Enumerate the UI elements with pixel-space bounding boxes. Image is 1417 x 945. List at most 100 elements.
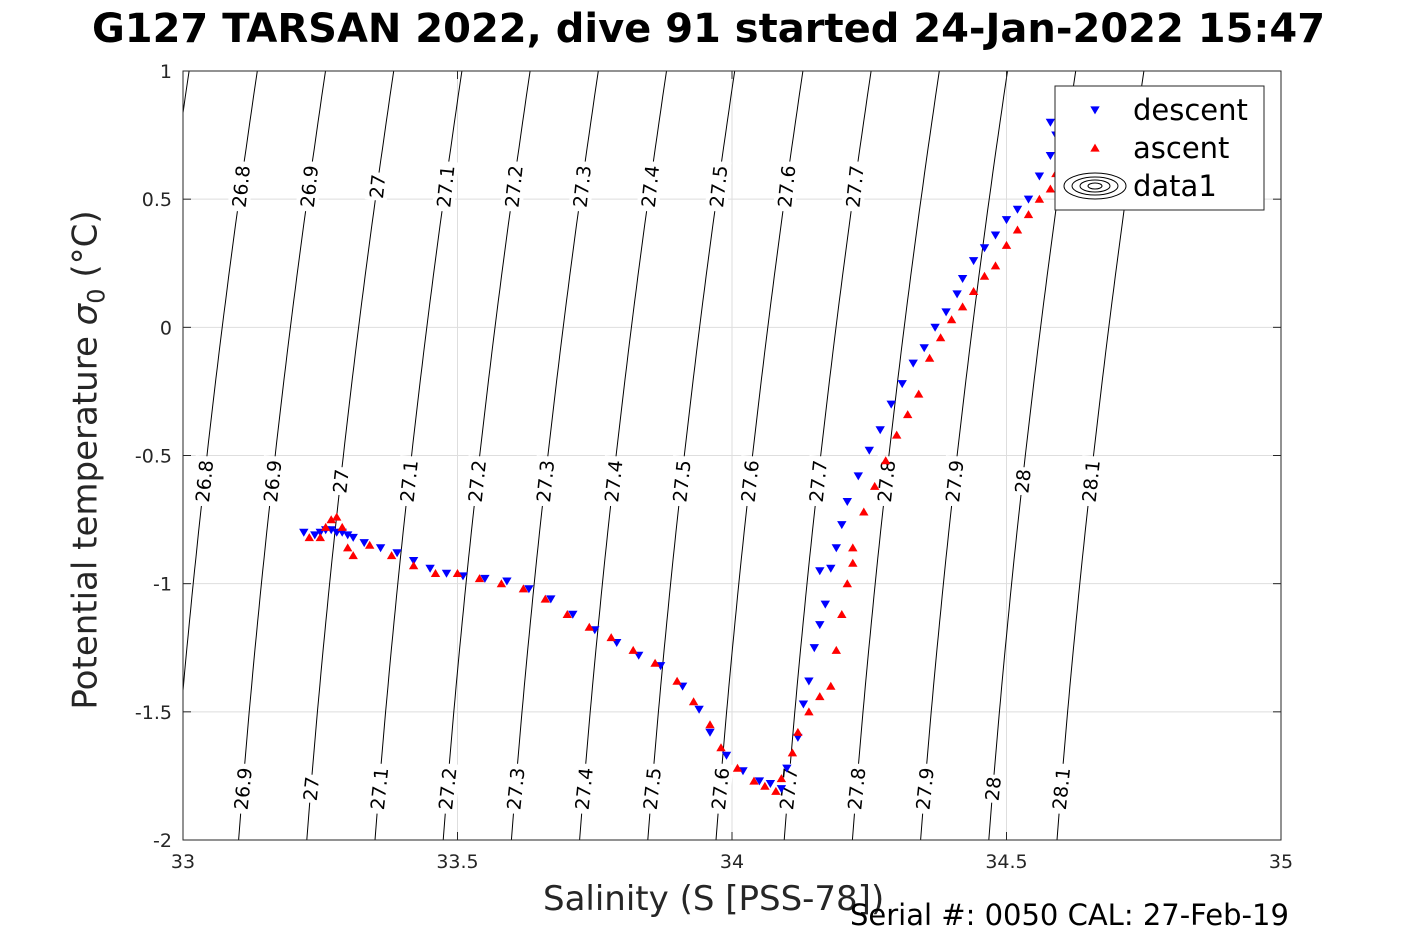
ascent-point <box>903 410 913 419</box>
contour-label: 26.8 <box>227 160 255 213</box>
ascent-point <box>672 676 682 685</box>
contour-label: 27.5 <box>667 455 696 508</box>
ascent-point <box>348 551 358 560</box>
contour-label-bg <box>364 171 390 202</box>
contour-label-bg <box>980 773 1006 804</box>
contour-label: 27.3 <box>568 160 596 213</box>
descent-point <box>392 549 402 558</box>
contour-label-bg <box>872 455 900 508</box>
contour-label-bg <box>365 762 393 815</box>
contour-label-text: 27.3 <box>533 459 559 503</box>
contour-label-bg <box>258 455 286 508</box>
contour-label-text: 27.8 <box>874 459 900 503</box>
contour-label-text: 27.5 <box>706 164 732 208</box>
legend-label-data1: data1 <box>1133 169 1217 203</box>
ascent-point <box>386 551 397 560</box>
ascent-point <box>474 574 485 583</box>
ascent-point <box>924 353 935 362</box>
y-axis-label: Potential temperature σ0 (°C) <box>65 210 111 710</box>
descent-point <box>694 705 704 714</box>
contour-label: 27.7 <box>804 455 832 508</box>
ascent-point <box>343 543 353 552</box>
ascent-point <box>842 579 852 588</box>
legend[interactable]: descent ascent data1 <box>1054 85 1265 211</box>
contour-label-bg <box>638 762 666 815</box>
contour-label: 27.8 <box>872 455 900 508</box>
legend-contour-ring <box>1071 176 1119 196</box>
contour-label-text: 27.1 <box>433 164 459 208</box>
contour-labels: 26.9 27 27.1 27.2 27.3 27.4 27.5 27.6 27.7 27.8 27… <box>190 160 1105 815</box>
descent-point <box>875 426 885 435</box>
descent-point <box>782 764 792 773</box>
ascent-point <box>990 261 1001 270</box>
ascent-point <box>332 512 342 521</box>
ascent-point <box>979 271 990 280</box>
contour-label-bg <box>395 455 423 508</box>
ascent-point <box>831 645 841 654</box>
ascent-point <box>946 315 957 324</box>
contour-label: 27.9 <box>911 762 939 815</box>
contour-label-text: 27.1 <box>367 767 393 811</box>
ascent-point <box>321 522 331 531</box>
legend-label-descent: descent <box>1133 93 1248 127</box>
descent-point <box>408 557 419 565</box>
ascent-point <box>606 633 616 642</box>
contour-label-bg <box>227 160 255 213</box>
descent-point <box>502 577 512 586</box>
ascent-point <box>540 594 550 603</box>
data-points <box>299 118 1067 795</box>
y-tick-label: -0.5 <box>135 446 172 468</box>
legend-marker-ascent <box>1090 143 1100 152</box>
contour-label: 27.8 <box>842 762 871 815</box>
ascent-point <box>859 507 869 516</box>
ascent-point <box>749 776 759 785</box>
ascent-point <box>935 333 946 342</box>
descent-point <box>425 564 435 573</box>
descent-point <box>524 585 534 594</box>
descent-point <box>815 567 825 576</box>
contour-label-text: 26.8 <box>229 164 255 208</box>
descent-point <box>990 231 1001 240</box>
contour-label-text: 27.3 <box>503 767 529 811</box>
contour-label-bg <box>911 762 939 815</box>
contour-label-text: 27.3 <box>570 164 596 208</box>
contour-label: 28.1 <box>1077 455 1105 508</box>
legend-contour-ring <box>1087 182 1103 190</box>
ascent-point <box>776 774 787 783</box>
descent-point <box>568 610 578 619</box>
legend-marker-descent <box>1090 106 1100 115</box>
contour-label-text: 27.6 <box>774 164 800 208</box>
ascent-point <box>1045 184 1056 193</box>
contour-label-text: 27.2 <box>465 459 491 503</box>
contour-26.5 <box>0 71 53 840</box>
ascent-point <box>408 561 419 570</box>
contour-label: 27 <box>328 466 354 497</box>
contour-label-text: 28.1 <box>1079 459 1105 503</box>
ascent-point <box>968 287 979 296</box>
descent-point <box>1012 205 1023 214</box>
contour-label-bg <box>229 762 257 815</box>
serial-cal-label: Serial #: 0050 CAL: 27-Feb-19 <box>850 898 1289 932</box>
ascent-point <box>304 533 314 542</box>
ascent-point <box>793 727 803 736</box>
y-tick-label: -1.5 <box>135 702 172 724</box>
ascent-point <box>1001 240 1012 249</box>
contour-label-bg <box>772 160 800 213</box>
contour-label: 27.2 <box>463 455 491 508</box>
ascent-point <box>365 540 375 549</box>
x-tick-label: 34 <box>720 851 744 873</box>
y-tick-label: -2 <box>153 830 172 852</box>
ascent-point <box>518 584 529 593</box>
contour-label-text: 28 <box>1011 468 1035 494</box>
ascent-point <box>787 748 798 757</box>
ascent-point <box>848 558 858 567</box>
legend-contour-ring <box>1079 179 1111 193</box>
contour-27.9 <box>920 71 1008 840</box>
contour-label-bg <box>328 466 353 497</box>
contour-label-text: 27.6 <box>708 767 734 811</box>
contour-label-text: 27.8 <box>844 767 870 811</box>
ascent-point <box>337 522 347 531</box>
contour-label: 27.3 <box>501 762 530 815</box>
ascent-point <box>1023 210 1034 219</box>
contour-label-text: 27.6 <box>738 459 764 503</box>
